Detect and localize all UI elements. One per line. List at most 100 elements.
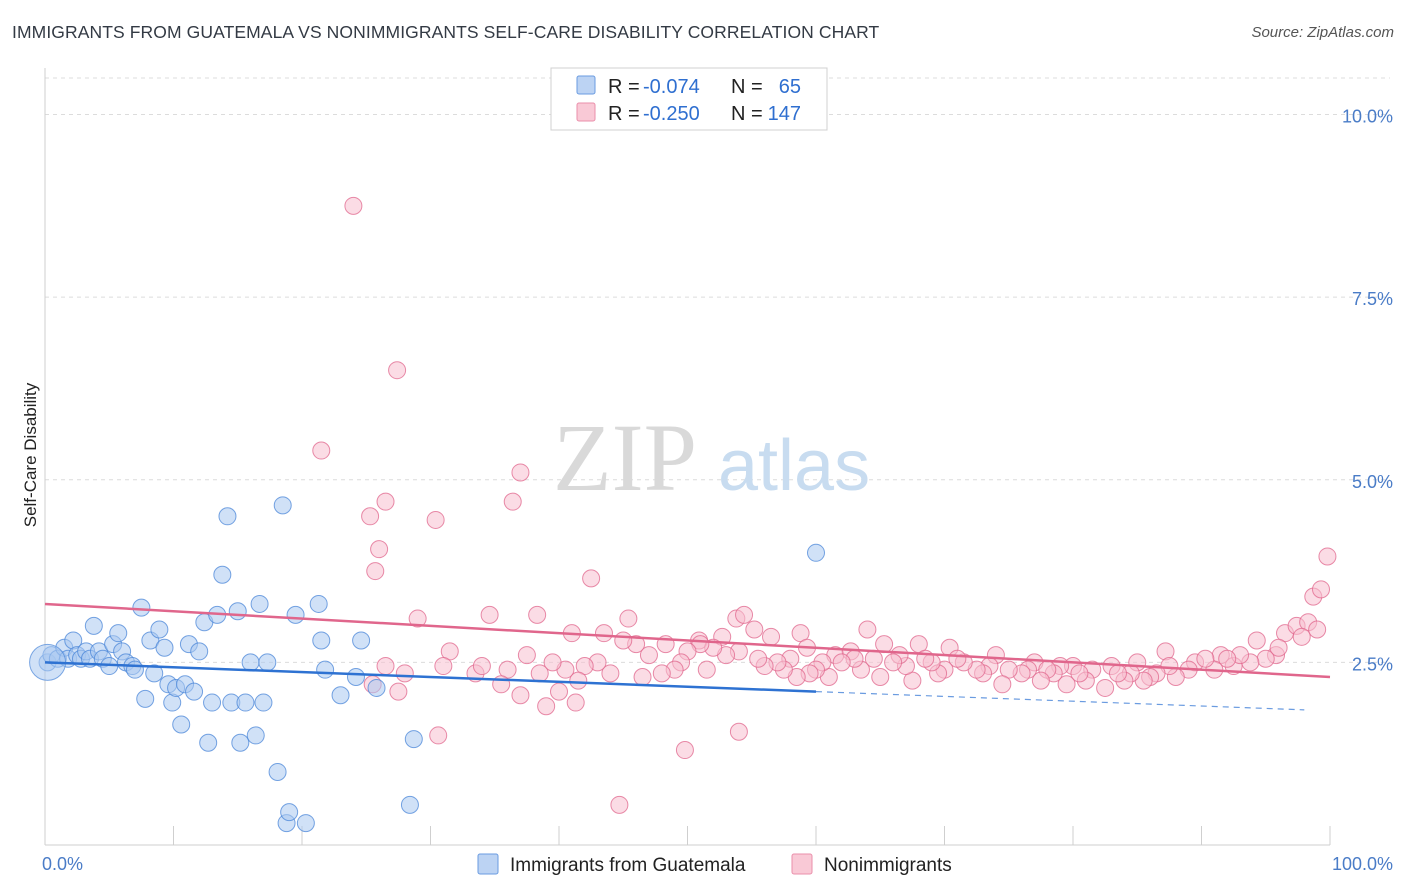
point-guatemala-62 xyxy=(404,730,423,749)
point-guatemala-59 xyxy=(346,667,365,686)
point-nonimmigrants-140 xyxy=(472,657,491,676)
chart-title: IMMIGRANTS FROM GUATEMALA VS NONIMMIGRAN… xyxy=(12,22,880,42)
point-nonimmigrants-9 xyxy=(366,562,385,581)
point-guatemala-33 xyxy=(190,642,209,661)
legend-n-label-2: N = xyxy=(731,103,763,125)
point-nonimmigrants-124 xyxy=(569,671,588,690)
legend-r-label-1: R = xyxy=(608,76,640,98)
point-guatemala-57 xyxy=(316,660,335,679)
point-nonimmigrants-116 xyxy=(652,664,671,683)
point-nonimmigrants-107 xyxy=(749,649,768,668)
point-guatemala-64 xyxy=(807,543,825,562)
point-nonimmigrants-142 xyxy=(566,693,585,712)
point-nonimmigrants-80 xyxy=(993,675,1012,694)
point-nonimmigrants-13 xyxy=(528,605,547,624)
point-nonimmigrants-72 xyxy=(1057,675,1076,694)
point-guatemala-15 xyxy=(109,624,128,643)
point-guatemala-60 xyxy=(352,631,371,650)
legend-r-value-2: -0.250 xyxy=(643,103,700,125)
point-nonimmigrants-56 xyxy=(1218,649,1237,668)
point-guatemala-25 xyxy=(155,638,174,657)
watermark-atlas: atlas xyxy=(718,426,870,506)
point-guatemala-42 xyxy=(231,733,250,752)
point-nonimmigrants-137 xyxy=(389,682,408,701)
point-nonimmigrants-8 xyxy=(370,540,389,559)
point-nonimmigrants-42 xyxy=(1247,631,1266,650)
point-guatemala-32 xyxy=(185,682,204,701)
point-guatemala-63 xyxy=(400,795,419,814)
point-nonimmigrants-19 xyxy=(858,620,877,639)
series-legend-label-guatemala: Immigrants from Guatemala xyxy=(510,855,746,876)
point-nonimmigrants-141 xyxy=(537,697,556,716)
legend-n-label-1: N = xyxy=(731,76,763,98)
point-guatemala-48 xyxy=(258,653,277,672)
point-nonimmigrants-16 xyxy=(735,605,754,624)
point-nonimmigrants-53 xyxy=(1256,649,1275,668)
point-nonimmigrants-136 xyxy=(395,664,414,683)
point-nonimmigrants-1 xyxy=(388,361,407,380)
watermark-zip: ZIP xyxy=(553,404,697,511)
point-nonimmigrants-5 xyxy=(376,492,395,511)
point-guatemala-53 xyxy=(286,605,305,624)
y-tick-label-2: 7.5% xyxy=(1352,289,1393,309)
point-guatemala-38 xyxy=(213,565,232,584)
point-guatemala-20 xyxy=(132,598,151,617)
point-nonimmigrants-50 xyxy=(1308,620,1327,639)
point-guatemala-45 xyxy=(246,726,265,745)
point-nonimmigrants-0 xyxy=(344,196,363,215)
scatter-points xyxy=(29,196,1337,833)
point-nonimmigrants-68 xyxy=(1096,678,1115,697)
stats-legend-box xyxy=(550,67,828,131)
point-guatemala-10 xyxy=(84,616,103,635)
series-legend-label-nonimmigrants: Nonimmigrants xyxy=(824,855,952,876)
point-nonimmigrants-4 xyxy=(361,507,380,526)
point-guatemala-56 xyxy=(309,594,328,613)
point-nonimmigrants-3 xyxy=(511,463,530,482)
point-nonimmigrants-146 xyxy=(429,726,448,745)
trend-line-nonimmigrants xyxy=(44,602,1331,679)
point-guatemala-50 xyxy=(273,496,292,515)
point-nonimmigrants-21 xyxy=(594,624,613,643)
trend-line-guatemala xyxy=(44,661,817,693)
point-guatemala-43 xyxy=(236,693,255,712)
point-nonimmigrants-144 xyxy=(729,722,748,741)
legend-r-label-2: R = xyxy=(608,103,640,125)
legend-r-value-1: -0.074 xyxy=(643,76,700,98)
point-nonimmigrants-49 xyxy=(1318,547,1337,566)
x-tick-label-1: 100.0% xyxy=(1332,854,1393,874)
legend-swatch-nonimmigrants xyxy=(576,102,596,122)
series-1-points xyxy=(312,196,1337,814)
point-nonimmigrants-17 xyxy=(745,620,764,639)
point-nonimmigrants-129 xyxy=(517,646,536,665)
tick-labels: 2.5% 5.0% 7.5% 10.0% 0.0% 100.0% xyxy=(42,107,1393,874)
point-nonimmigrants-25 xyxy=(762,627,781,646)
point-nonimmigrants-2 xyxy=(312,441,331,460)
point-guatemala-24 xyxy=(150,620,169,639)
series-legend-swatch-nonimmigrants xyxy=(791,853,813,875)
point-nonimmigrants-14 xyxy=(619,609,638,628)
point-nonimmigrants-127 xyxy=(543,653,562,672)
point-nonimmigrants-48 xyxy=(1312,580,1331,599)
point-nonimmigrants-98 xyxy=(832,653,851,672)
point-nonimmigrants-76 xyxy=(1031,671,1050,690)
series-0-points xyxy=(38,496,825,833)
point-guatemala-23 xyxy=(145,664,164,683)
point-nonimmigrants-93 xyxy=(884,653,903,672)
point-nonimmigrants-128 xyxy=(530,664,549,683)
point-nonimmigrants-126 xyxy=(550,682,568,701)
stats-legend: R = -0.074 N = 65 R = -0.250 N = 147 xyxy=(550,67,828,131)
legend-swatch-guatemala xyxy=(576,75,596,95)
trend-lines xyxy=(44,602,1331,711)
point-nonimmigrants-130 xyxy=(511,686,530,705)
point-nonimmigrants-6 xyxy=(426,510,445,529)
watermark: ZIP atlas xyxy=(553,404,870,511)
point-nonimmigrants-52 xyxy=(1269,638,1288,657)
point-guatemala-19 xyxy=(125,660,144,679)
point-nonimmigrants-7 xyxy=(503,492,522,511)
legend-n-value-2: 147 xyxy=(768,103,801,125)
point-nonimmigrants-58 xyxy=(1196,649,1215,668)
y-tick-label-3: 10.0% xyxy=(1342,107,1393,127)
legend-n-value-1: 65 xyxy=(779,76,801,98)
point-nonimmigrants-12 xyxy=(480,605,499,624)
